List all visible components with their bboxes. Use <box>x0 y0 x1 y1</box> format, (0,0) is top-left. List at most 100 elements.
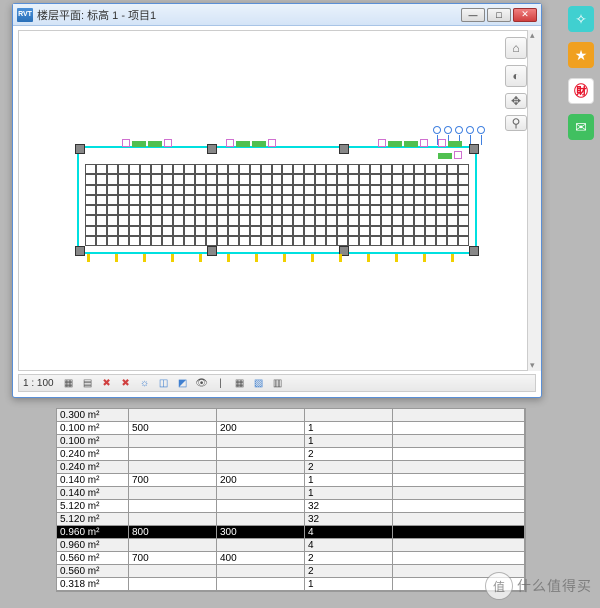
titlebar[interactable]: RVT 楼层平面: 标高 1 - 项目1 — □ ✕ <box>13 4 541 26</box>
grid-cell <box>129 164 140 174</box>
navwheel-icon[interactable]: ◐ <box>505 65 527 87</box>
table-row[interactable]: 0.960 m²8003004 <box>57 526 525 539</box>
grid-cell <box>282 174 293 184</box>
grid-cell <box>337 215 348 225</box>
shadows-icon[interactable]: ☼ <box>137 376 153 390</box>
table-row[interactable]: 0.560 m²2 <box>57 565 525 578</box>
close-button[interactable]: ✕ <box>513 8 537 22</box>
dimension-tag <box>143 254 146 262</box>
scale-text[interactable]: 1 : 100 <box>23 378 54 389</box>
structural-column[interactable] <box>469 246 479 256</box>
grid-cell <box>293 195 304 205</box>
window-opening[interactable] <box>121 138 185 152</box>
properties-icon[interactable]: ▥ <box>270 376 286 390</box>
table-row[interactable]: 0.318 m²1 <box>57 578 525 591</box>
grid-cell <box>239 174 250 184</box>
cell-width <box>129 461 217 473</box>
viewport[interactable]: ⌂ ◐ ✥ ⚲ <box>18 30 536 371</box>
grid-cell <box>447 164 458 174</box>
elev-marker-icon[interactable] <box>455 126 463 134</box>
maximize-button[interactable]: □ <box>487 8 511 22</box>
grid-cell <box>337 195 348 205</box>
grid-cell <box>272 226 283 236</box>
table-row[interactable]: 0.240 m²2 <box>57 461 525 474</box>
table-row[interactable]: 0.560 m²7004002 <box>57 552 525 565</box>
cell-width <box>129 539 217 551</box>
grid-cell <box>151 174 162 184</box>
structural-column[interactable] <box>75 144 85 154</box>
grid-cell <box>282 205 293 215</box>
table-row[interactable]: 0.140 m²1 <box>57 487 525 500</box>
crop-icon[interactable]: ◫ <box>156 376 172 390</box>
grid-cell <box>447 205 458 215</box>
table-row[interactable]: 0.300 m² <box>57 409 525 422</box>
scrollbar-vertical[interactable] <box>527 30 541 371</box>
grid-cell <box>425 236 436 246</box>
grid-cell <box>228 185 239 195</box>
grid-cell <box>403 174 414 184</box>
hide-icon[interactable]: 👁 <box>194 376 210 390</box>
badge-weibo-icon[interactable]: ㊖ <box>568 78 594 104</box>
cell-count: 1 <box>305 435 393 447</box>
grid-cell <box>184 195 195 205</box>
window-opening[interactable] <box>225 138 283 152</box>
detail-level-icon[interactable]: ▤ <box>80 376 96 390</box>
grid-cell <box>195 205 206 215</box>
visual-style-icon[interactable]: ✖ <box>99 376 115 390</box>
table-row[interactable]: 0.100 m²5002001 <box>57 422 525 435</box>
model-graphics-icon[interactable]: ▦ <box>61 376 77 390</box>
elev-marker-icon[interactable] <box>466 126 474 134</box>
pan-icon[interactable]: ✥ <box>505 93 527 109</box>
table-row[interactable]: 0.140 m²7002001 <box>57 474 525 487</box>
grid-cell <box>414 226 425 236</box>
grid-cell <box>118 164 129 174</box>
cell-area: 0.100 m² <box>57 435 129 447</box>
cell-area: 5.120 m² <box>57 500 129 512</box>
minimize-button[interactable]: — <box>461 8 485 22</box>
grid-cell <box>162 236 173 246</box>
reveal-icon[interactable]: ▧ <box>251 376 267 390</box>
cell-width: 500 <box>129 422 217 434</box>
grid-cell <box>458 226 469 236</box>
cell-rest <box>393 513 525 525</box>
grid-cell <box>217 195 228 205</box>
grid-cell <box>250 205 261 215</box>
grid-cell <box>293 185 304 195</box>
grid-cell <box>348 226 359 236</box>
table-row[interactable]: 5.120 m²32 <box>57 500 525 513</box>
structural-column[interactable] <box>75 246 85 256</box>
grid-cell <box>315 195 326 205</box>
structural-column[interactable] <box>339 144 349 154</box>
sun-path-icon[interactable]: ✖ <box>118 376 134 390</box>
grid-cell <box>425 195 436 205</box>
table-row[interactable]: 0.960 m²4 <box>57 539 525 552</box>
badge-star-icon[interactable]: ★ <box>568 42 594 68</box>
zoom-icon[interactable]: ⚲ <box>505 115 527 131</box>
temp-hide-icon[interactable]: ▦ <box>232 376 248 390</box>
badge-share-icon[interactable]: ✧ <box>568 6 594 32</box>
grid-cell <box>107 164 118 174</box>
grid-cell <box>151 185 162 195</box>
grid-cell <box>304 174 315 184</box>
grid-cell <box>206 195 217 205</box>
home-icon[interactable]: ⌂ <box>505 37 527 59</box>
structural-column[interactable] <box>207 144 217 154</box>
window-opening[interactable] <box>437 138 477 152</box>
grid-cell <box>173 185 184 195</box>
table-row[interactable]: 5.120 m²32 <box>57 513 525 526</box>
cell-count: 1 <box>305 487 393 499</box>
crop-region-icon[interactable]: ◩ <box>175 376 191 390</box>
structural-column[interactable] <box>207 246 217 256</box>
elev-marker-icon[interactable] <box>444 126 452 134</box>
table-row[interactable]: 0.100 m² 1 <box>57 435 525 448</box>
elev-marker-icon[interactable] <box>433 126 441 134</box>
grid-cell <box>392 236 403 246</box>
window-opening[interactable] <box>377 138 429 152</box>
badge-wechat-icon[interactable]: ✉ <box>568 114 594 140</box>
table-row[interactable]: 0.240 m²2 <box>57 448 525 461</box>
elev-marker-icon[interactable] <box>477 126 485 134</box>
cell-height <box>217 448 305 460</box>
grid-cell <box>436 215 447 225</box>
grid-cell <box>228 205 239 215</box>
dimension-tag <box>227 254 230 262</box>
